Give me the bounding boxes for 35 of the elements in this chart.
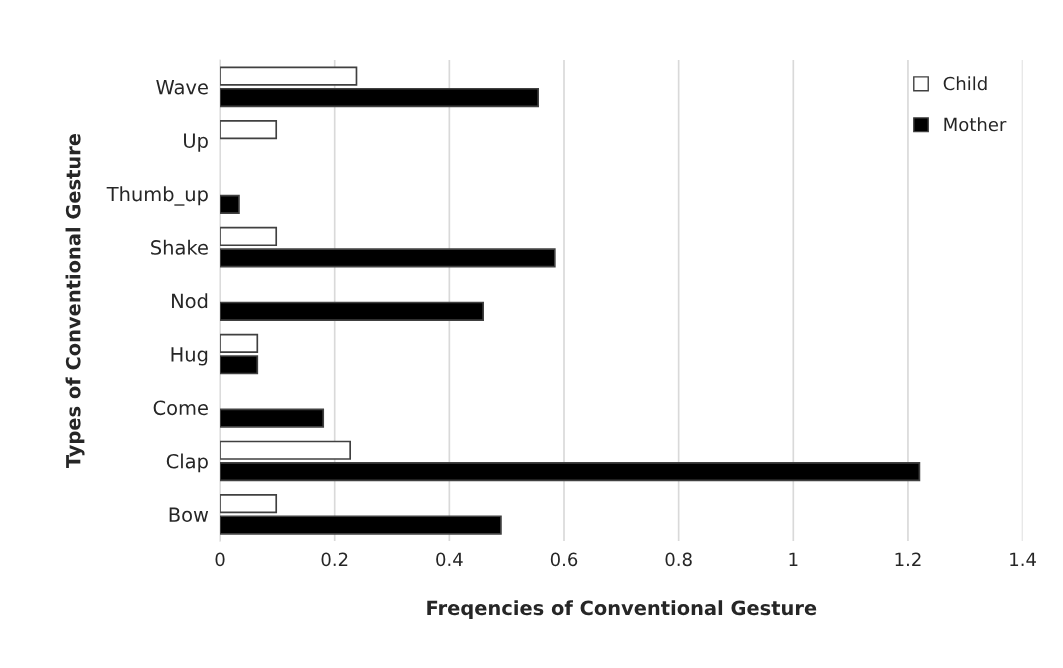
bar [220,355,259,375]
y-tick-label: Shake [151,239,208,255]
bar [220,87,540,108]
y-tick-label: Up [184,133,208,152]
x-tick-label: 0.8 [665,552,692,567]
bar [220,408,325,428]
bar [220,226,278,247]
bar [220,248,556,268]
bar [220,462,921,482]
y-axis-title: Types of Conventional Gesture [65,133,85,469]
x-tick-label: 1 [789,552,798,566]
y-tick-label: Come [153,400,208,416]
y-tick-label: Thumb_up [106,186,208,206]
y-tick-label: Nod [172,293,208,309]
bar [220,494,278,514]
x-tick-label: 0.4 [436,552,463,567]
x-tick-label: 0 [215,552,225,567]
legend-label: Mother [944,117,1007,132]
bar [220,66,358,86]
bar [220,440,352,460]
bar [220,515,502,535]
x-tick-label: 0.2 [321,552,348,567]
y-tick-label: Wave [156,80,208,95]
bar [220,194,240,215]
bar [220,301,485,321]
x-tick-label: 1.2 [895,552,921,566]
x-tick-label: 0.6 [550,552,578,567]
y-tick-label: Hug [171,347,208,366]
x-axis-title: Freqencies of Conventional Gesture [427,600,817,620]
legend-label: Child [943,76,987,91]
bar [220,333,259,353]
y-tick-label: Bow [169,507,209,523]
y-tick-label: Clap [166,453,208,473]
bar [220,119,278,140]
x-tick-label: 1.4 [1010,552,1036,566]
